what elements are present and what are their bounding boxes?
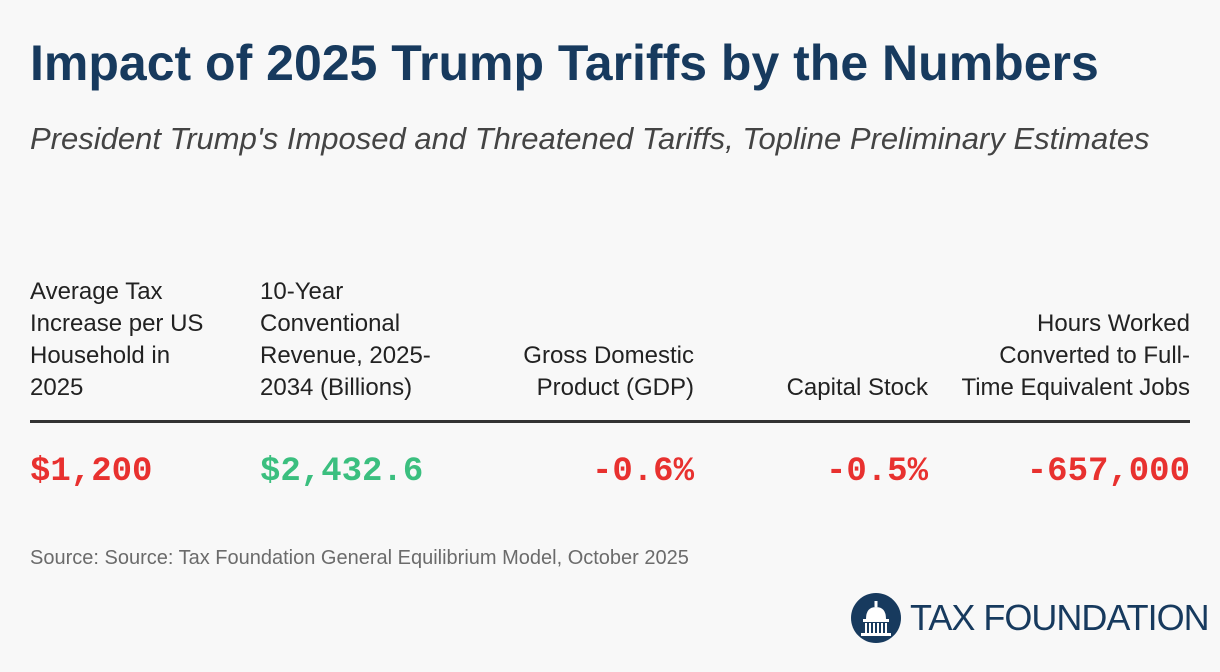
source-note: Source: Source: Tax Foundation General E… <box>30 547 689 569</box>
estimates-table: Average Tax Increase per US Household in… <box>30 254 1190 491</box>
table-header-row: Average Tax Increase per US Household in… <box>30 254 1190 420</box>
value-jobs: -657,000 <box>1026 453 1190 491</box>
header-divider <box>30 420 1190 423</box>
chart-subtitle: President Trump's Imposed and Threatened… <box>30 121 1150 156</box>
column-header-capital-stock: Capital Stock <box>786 374 928 401</box>
column-header-revenue: 10-Year Conventional Revenue, 2025-2034 … <box>260 278 431 401</box>
capitol-dome-icon <box>851 593 901 643</box>
value-household-tax: $1,200 <box>30 453 153 491</box>
logo-wordmark: TAX FOUNDATION <box>910 597 1210 638</box>
table-value-row: $1,200 $2,432.6 -0.6% -0.5% -657,000 <box>30 450 1190 494</box>
value-revenue: $2,432.6 <box>260 453 424 491</box>
column-header-household-tax: Average Tax Increase per US Household in… <box>30 278 204 401</box>
tax-foundation-logo: TAX FOUNDATION <box>850 592 1210 644</box>
chart-title: Impact of 2025 Trump Tariffs by the Numb… <box>30 35 1099 91</box>
value-gdp: -0.6% <box>591 453 694 491</box>
column-header-gdp: Gross Domestic Product (GDP) <box>523 342 694 401</box>
column-header-jobs: Hours Worked Converted to Full-Time Equi… <box>961 310 1190 401</box>
value-capital-stock: -0.5% <box>825 453 928 491</box>
